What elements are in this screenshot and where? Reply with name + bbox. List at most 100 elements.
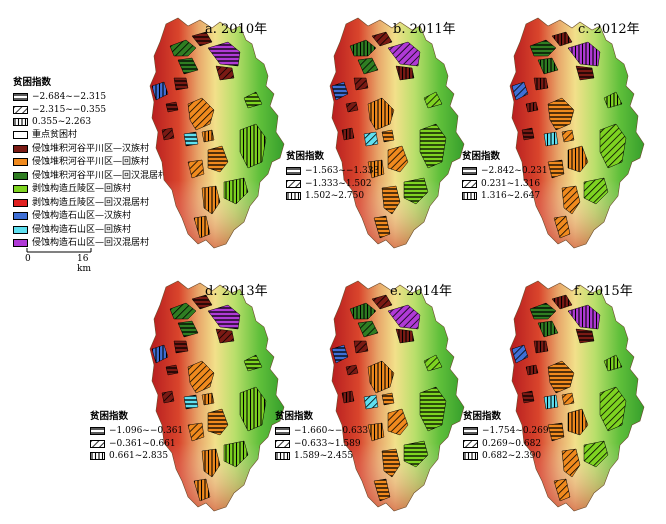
poverty-index-hatch (548, 423, 564, 441)
poverty-index-hatch (202, 393, 214, 405)
scale-bar-line (26, 248, 92, 253)
hatch-swatch (90, 439, 105, 448)
terrain-map (509, 280, 645, 512)
poverty-index-hatch (188, 423, 204, 441)
terrain-map (509, 17, 645, 249)
map-panel (328, 12, 468, 252)
poverty-index-hatch (368, 361, 394, 393)
poverty-index-hatch (382, 186, 400, 214)
panel-title: b. 2011年 (393, 22, 456, 37)
poverty-index-hatch (404, 441, 428, 467)
panel-title: d. 2013年 (205, 284, 268, 299)
panel-legend-row: 0.231~1.316 (462, 178, 548, 191)
region-color-swatch (13, 198, 28, 207)
panel-legend-label: −0.633~1.589 (294, 438, 361, 449)
vertical-hatch-swatch (13, 118, 28, 127)
map-panel (508, 12, 648, 252)
poverty-index-hatch (364, 395, 378, 409)
poverty-index-hatch (208, 305, 240, 329)
panel-legend-title: 贫困指数 (462, 151, 501, 162)
poverty-index-hatch (194, 216, 210, 238)
panel-legend-label: 1.316~2.647 (481, 191, 541, 202)
poverty-index-hatch (350, 303, 376, 319)
panel-legend-label: −1.096~−0.361 (109, 426, 184, 437)
poverty-index-hatch (548, 361, 574, 393)
hatch-swatch (286, 167, 301, 176)
poverty-index-hatch (368, 423, 384, 441)
terrain-map (149, 17, 285, 249)
panel-legend-label: −1.660~−0.633 (294, 426, 369, 437)
poverty-index-hatch (568, 409, 588, 435)
poverty-index-hatch (208, 42, 240, 66)
poverty-index-hatch (548, 98, 574, 130)
poverty-index-hatch (174, 78, 188, 90)
key-village-swatch (13, 131, 28, 140)
panel-legend-label: −1.754~0.269 (482, 426, 549, 437)
poverty-index-hatch (216, 66, 234, 80)
poverty-index-hatch (604, 355, 622, 371)
region-color-swatch (13, 225, 28, 234)
map-panel (148, 275, 288, 515)
poverty-index-hatch (166, 102, 178, 112)
poverty-index-hatch (554, 216, 570, 238)
poverty-index-hatch (364, 132, 378, 146)
poverty-index-hatch (368, 160, 384, 178)
poverty-index-hatch (562, 186, 580, 214)
poverty-index-hatch (192, 32, 212, 46)
panel-legend-title: 贫困指数 (463, 411, 502, 422)
poverty-index-hatch (420, 124, 446, 168)
panel-legend-title: 贫困指数 (286, 151, 325, 162)
terrain-map (329, 280, 465, 512)
legend-index-class-3: 0.355~2.263 (13, 116, 167, 129)
panel-title: a. 2010年 (205, 22, 268, 37)
hatch-swatch (275, 452, 290, 461)
hatch-swatch (463, 427, 478, 436)
main-legend: 贫困指数 −2.684~−2.315 −2.315~−0.355 0.355~2… (13, 76, 167, 250)
panel-legend-row: −1.754~0.269 (463, 425, 549, 438)
legend-index-label: 0.355~2.263 (32, 117, 92, 128)
region-color-swatch (13, 185, 28, 194)
poverty-index-hatch (584, 178, 608, 204)
poverty-index-hatch (526, 365, 538, 375)
poverty-index-hatch (170, 40, 196, 56)
poverty-index-hatch (208, 409, 228, 435)
region-boundary (149, 17, 285, 249)
poverty-index-hatch (396, 66, 414, 80)
poverty-index-hatch (530, 303, 556, 319)
poverty-index-hatch (342, 128, 354, 140)
panel-legend-row: −1.660~−0.633 (275, 425, 368, 438)
poverty-index-hatch (534, 78, 548, 90)
map-panel (148, 12, 288, 252)
panel-legend-row: 0.269~0.682 (463, 438, 549, 451)
poverty-index-hatch (192, 295, 212, 309)
poverty-index-hatch (534, 341, 548, 353)
panel-legend-label: 0.661~2.835 (109, 451, 169, 462)
poverty-index-hatch (240, 387, 266, 431)
legend-index-label: −2.684~−2.315 (32, 92, 107, 103)
poverty-index-hatch (188, 361, 214, 393)
panel-legend-row: 0.661~2.835 (90, 450, 183, 463)
poverty-index-hatch (194, 479, 210, 501)
region-boundary (329, 280, 465, 512)
poverty-index-hatch (388, 305, 420, 329)
poverty-index-hatch (166, 365, 178, 375)
region-boundary (329, 17, 465, 249)
panel-title: f. 2015年 (574, 284, 633, 299)
panel-legend: 贫困指数 −1.754~0.269 0.269~0.682 0.682~2.390 (463, 410, 549, 463)
region-boundary (509, 17, 645, 249)
panel-title: e. 2014年 (390, 284, 453, 299)
hatch-swatch (275, 439, 290, 448)
poverty-index-hatch (522, 128, 534, 140)
panel-title: c. 2012年 (578, 22, 640, 37)
legend-index-class-2: −2.315~−0.355 (13, 104, 167, 117)
region-color-swatch (13, 212, 28, 221)
poverty-index-hatch (202, 130, 214, 142)
poverty-index-hatch (350, 40, 376, 56)
poverty-index-hatch (388, 42, 420, 66)
poverty-index-hatch (552, 295, 572, 309)
panel-legend-row: 1.316~2.647 (462, 190, 548, 203)
panel-legend-row: 0.682~2.390 (463, 450, 549, 463)
poverty-index-hatch (396, 329, 414, 343)
panel-legend-label: −2.842~0.231 (481, 166, 548, 177)
legend-region-label: 侵蚀构造石山区—回族村 (32, 224, 132, 235)
